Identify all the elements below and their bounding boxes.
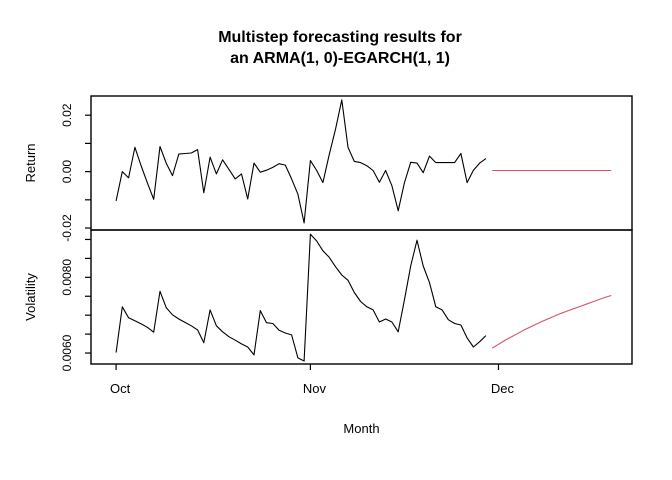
x-axis-label-month: Month [343,421,380,436]
volatility-panel-box [90,229,633,365]
return-y-tick-label: 0.00 [60,160,74,184]
return-y-tick-label: 0.02 [60,103,74,127]
volatility-y-tick-label: 0.0060 [60,334,74,371]
observed-volatility-line [115,233,487,362]
volatility-y-tick-label: 0.0080 [60,259,74,296]
x-tick-label-dec: Dec [491,381,515,396]
x-tick-label-oct: Oct [110,381,131,396]
x-tick-label-nov: Nov [303,381,327,396]
observed-return-line [115,99,487,224]
forecast-volatility-line [491,294,612,349]
return-y-tick-label: -0.02 [60,214,74,242]
chart-title: Multistep forecasting results for an ARM… [24,27,656,69]
chart-title-line1: Multistep forecasting results for [218,29,462,46]
chart-title-line2: an ARMA(1, 0)-EGARCH(1, 1) [230,50,450,67]
